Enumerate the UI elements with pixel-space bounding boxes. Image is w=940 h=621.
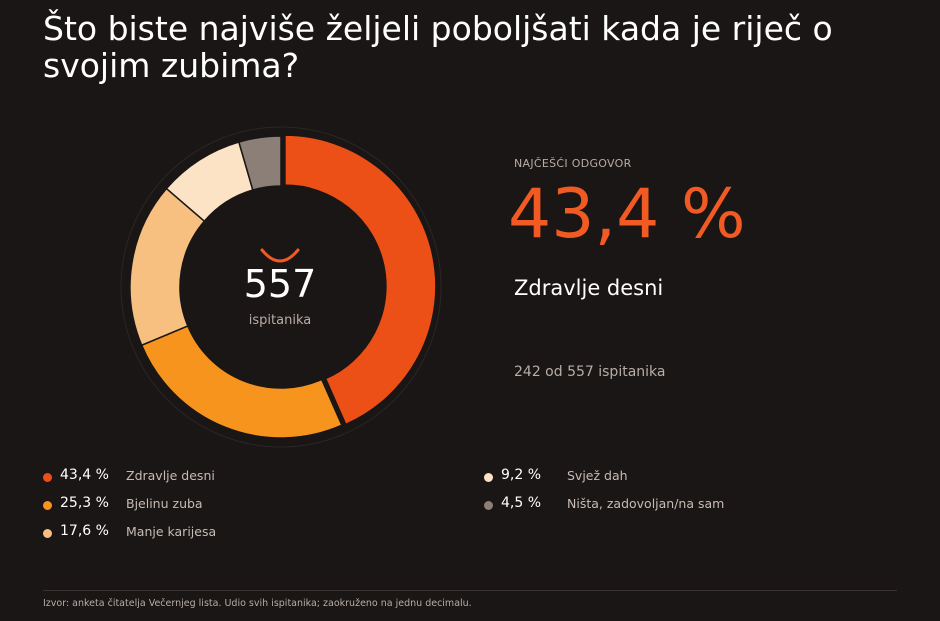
legend-swatch xyxy=(43,501,52,510)
legend-label: Ništa, zadovoljan/na sam xyxy=(567,496,725,511)
highlight-sub: 242 od 557 ispitanika xyxy=(514,364,666,380)
legend-value: 9,2 % xyxy=(501,467,542,483)
donut-outer-ring xyxy=(120,126,442,448)
respondent-count: 557 xyxy=(243,262,317,306)
footer-divider xyxy=(43,590,897,591)
donut-chart xyxy=(120,126,442,448)
source-note: Izvor: anketa čitatelja Večernjeg lista.… xyxy=(43,598,472,609)
highlight-label: Zdravlje desni xyxy=(514,276,664,300)
respondent-label: ispitanika xyxy=(248,313,312,328)
highlight-value: 43,4 % xyxy=(508,175,746,254)
page-title: Što biste najviše željeli poboljšati kad… xyxy=(43,9,833,85)
donut-slice-1 xyxy=(140,324,343,439)
legend-swatch xyxy=(484,501,493,510)
legend-label: Manje karijesa xyxy=(126,524,217,539)
legend-value: 17,6 % xyxy=(60,523,109,539)
legend-swatch xyxy=(43,529,52,538)
legend-swatch xyxy=(43,473,52,482)
highlight-kicker: NAJČEŠĆI ODGOVOR xyxy=(514,157,632,170)
donut-slice-4 xyxy=(237,135,282,191)
smile-icon xyxy=(260,248,300,263)
legend-value: 43,4 % xyxy=(60,467,109,483)
legend-value: 25,3 % xyxy=(60,495,109,511)
donut-slice-0 xyxy=(284,134,437,426)
legend-label: Zdravlje desni xyxy=(126,468,215,483)
legend-label: Bjelinu zuba xyxy=(126,496,203,511)
legend-value: 4,5 % xyxy=(501,495,542,511)
legend-swatch xyxy=(484,473,493,482)
legend-label: Svjež dah xyxy=(567,468,628,483)
